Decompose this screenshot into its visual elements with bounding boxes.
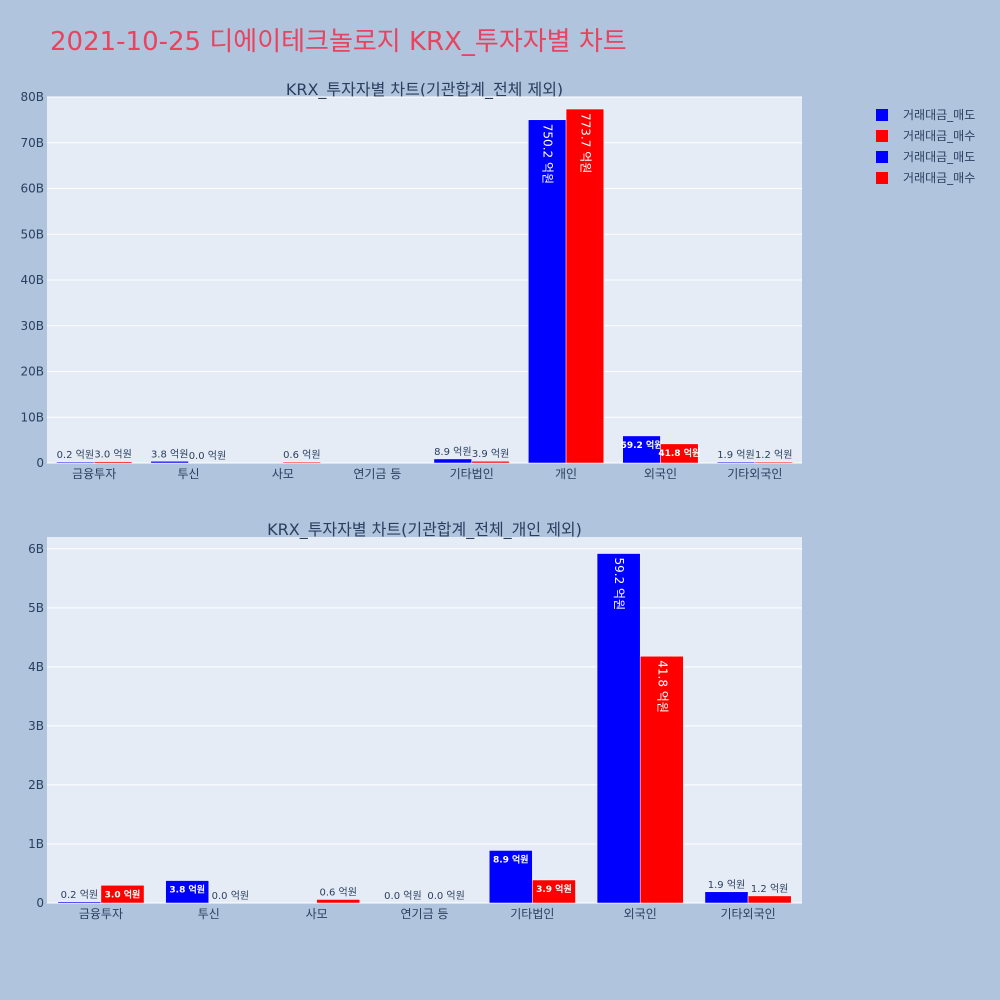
y-tick-label: 40B <box>20 273 44 287</box>
data-label: 0.0 억원 <box>427 890 464 902</box>
y-tick-label: 30B <box>20 319 44 333</box>
plot-area <box>47 537 802 903</box>
x-tick-label: 개인 <box>555 467 577 481</box>
data-label: 3.9 억원 <box>472 448 509 460</box>
data-label: 1.2 억원 <box>751 883 788 895</box>
bar[interactable] <box>532 879 576 904</box>
bar[interactable] <box>565 108 605 464</box>
data-label: 59.2 억원 <box>612 558 626 611</box>
bar[interactable] <box>528 119 567 464</box>
data-label: 41.8 억원 <box>658 447 700 459</box>
y-tick-label: 60B <box>20 182 44 196</box>
legend-swatch[interactable] <box>876 172 888 184</box>
data-label: 8.9 억원 <box>493 853 529 865</box>
chart-bottom: KRX_투자자별 차트(기관합계_전체_개인 제외) 0 1B 2B 3B 4B 5B 6B 금… <box>28 520 802 921</box>
data-label: 1.2 억원 <box>755 449 792 461</box>
legend-label[interactable]: 거래대금_매수 <box>903 129 975 143</box>
x-tick-label: 연기금 등 <box>353 467 401 481</box>
legend-label[interactable]: 거래대금_매도 <box>903 108 975 122</box>
y-tick-label: 0 <box>36 896 44 910</box>
bar[interactable] <box>704 891 749 904</box>
data-label: 0.0 억원 <box>189 450 226 462</box>
x-tick-label: 외국인 <box>624 907 657 921</box>
bar[interactable] <box>639 655 684 904</box>
legend-swatch[interactable] <box>876 130 888 142</box>
x-tick-label: 기타법인 <box>450 467 494 481</box>
y-tick-label: 4B <box>28 660 44 674</box>
data-label: 750.2 억원 <box>541 124 555 184</box>
bar[interactable] <box>622 435 661 464</box>
bar[interactable] <box>433 458 472 464</box>
chart-title: KRX_투자자별 차트(기관합계_전체_개인 제외) <box>267 520 582 540</box>
y-tick-label: 20B <box>20 365 44 379</box>
legend-label[interactable]: 거래대금_매수 <box>903 171 975 185</box>
data-label: 0.0 억원 <box>384 890 421 902</box>
data-label: 3.0 억원 <box>105 888 141 900</box>
x-tick-label: 사모 <box>272 467 294 481</box>
data-label: 59.2 억원 <box>621 439 663 451</box>
x-tick-label: 연기금 등 <box>401 907 449 921</box>
data-label: 3.8 억원 <box>151 448 188 460</box>
y-tick-label: 2B <box>28 778 44 792</box>
bar[interactable] <box>57 901 102 904</box>
y-tick-label: 3B <box>28 719 44 733</box>
bar[interactable] <box>316 899 361 904</box>
bar[interactable] <box>100 885 145 904</box>
data-label: 41.8 억원 <box>655 660 669 713</box>
data-label: 0.6 억원 <box>283 449 320 461</box>
bar[interactable] <box>165 880 210 904</box>
y-tick-label: 0 <box>36 456 44 470</box>
x-tick-label: 기타외국인 <box>727 467 782 481</box>
figure-title: 2021-10-25 디에이테크놀로지 KRX_투자자별 차트 <box>50 27 627 57</box>
data-label: 1.9 억원 <box>708 879 745 891</box>
data-label: 0.2 억원 <box>61 889 98 901</box>
bar[interactable] <box>754 461 793 464</box>
data-label: 1.9 억원 <box>717 449 754 461</box>
chart-top: KRX_투자자별 차트(기관합계_전체 제외) 0 10B 20B 30B 40B 50B 6… <box>20 80 802 481</box>
data-label: 3.8 억원 <box>169 884 205 896</box>
x-tick-label: 투신 <box>198 907 220 921</box>
x-tick-label: 사모 <box>306 907 328 921</box>
data-label: 0.0 억원 <box>212 890 249 902</box>
chart-title: KRX_투자자별 차트(기관합계_전체 제외) <box>286 80 563 100</box>
data-label: 3.0 억원 <box>94 449 131 461</box>
bar[interactable] <box>747 895 792 904</box>
y-tick-label: 50B <box>20 227 44 241</box>
y-tick-label: 6B <box>28 542 44 556</box>
bar[interactable] <box>716 461 756 464</box>
legend-label[interactable]: 거래대금_매도 <box>903 150 975 164</box>
bar[interactable] <box>150 461 189 464</box>
x-tick-label: 금융투자 <box>79 907 123 921</box>
y-tick-label: 80B <box>20 90 44 104</box>
bar[interactable] <box>56 461 95 464</box>
x-tick-label: 기타법인 <box>510 907 554 921</box>
y-tick-label: 70B <box>20 136 44 150</box>
bar[interactable] <box>93 461 133 464</box>
legend-swatch[interactable] <box>876 109 888 121</box>
y-tick-label: 5B <box>28 601 44 615</box>
data-label: 0.2 억원 <box>57 449 94 461</box>
x-tick-label: 외국인 <box>644 467 677 481</box>
bar[interactable] <box>660 443 699 464</box>
data-label: 773.7 억원 <box>578 113 592 173</box>
legend-swatch[interactable] <box>876 151 888 163</box>
y-tick-label: 1B <box>28 837 44 851</box>
data-label: 3.9 억원 <box>536 883 572 895</box>
bar[interactable] <box>282 461 321 464</box>
bar[interactable] <box>596 553 641 904</box>
data-label: 8.9 억원 <box>434 446 471 458</box>
x-tick-label: 기타외국인 <box>720 907 775 921</box>
bar[interactable] <box>471 460 510 464</box>
bar[interactable] <box>488 850 533 904</box>
x-tick-label: 투신 <box>178 467 200 481</box>
x-tick-label: 금융투자 <box>72 467 116 481</box>
y-tick-label: 10B <box>20 410 44 424</box>
data-label: 0.6 억원 <box>319 886 356 898</box>
